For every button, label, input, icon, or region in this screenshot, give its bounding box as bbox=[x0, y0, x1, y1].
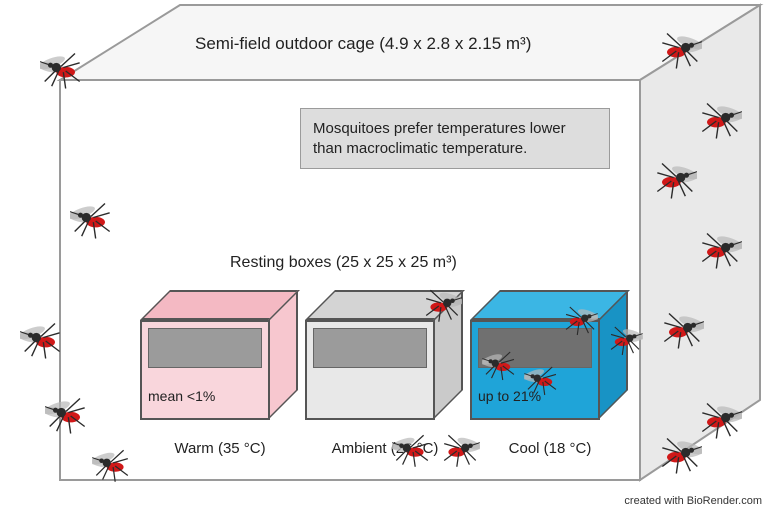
credit-text: created with BioRender.com bbox=[624, 495, 762, 507]
resting-box-ambient bbox=[305, 290, 435, 420]
mosquito-icon bbox=[700, 400, 742, 442]
caption-text: Mosquitoes prefer temperatures lower tha… bbox=[313, 120, 566, 157]
diagram-stage: Semi-field outdoor cage (4.9 x 2.8 x 2.1… bbox=[0, 0, 768, 509]
resting-boxes-title: Resting boxes (25 x 25 x 25 m³) bbox=[230, 254, 457, 272]
mosquito-icon bbox=[392, 432, 430, 470]
box-value-warm: mean <1% bbox=[148, 388, 215, 404]
mosquito-icon bbox=[442, 432, 480, 470]
resting-box-warm: mean <1% bbox=[140, 290, 270, 420]
mosquito-icon bbox=[424, 287, 462, 325]
box-label-cool: Cool (18 °C) bbox=[475, 440, 625, 457]
mosquito-icon bbox=[45, 395, 87, 437]
mosquito-icon bbox=[655, 160, 697, 202]
mosquito-icon bbox=[482, 349, 516, 383]
mosquito-icon bbox=[70, 200, 112, 242]
box-label-ambient: Ambient (26 °C) bbox=[310, 440, 460, 457]
cage-title: Semi-field outdoor cage (4.9 x 2.8 x 2.1… bbox=[195, 34, 531, 54]
mosquito-icon bbox=[660, 30, 702, 72]
mosquito-icon bbox=[92, 447, 130, 485]
mosquito-icon bbox=[40, 50, 82, 92]
mosquito-icon bbox=[524, 364, 558, 398]
box-label-warm: Warm (35 °C) bbox=[145, 440, 295, 457]
mosquito-icon bbox=[20, 320, 62, 362]
mosquito-icon bbox=[660, 435, 702, 477]
caption-box: Mosquitoes prefer temperatures lower tha… bbox=[300, 108, 610, 169]
mosquito-icon bbox=[609, 324, 643, 358]
mosquito-icon bbox=[564, 304, 598, 338]
mosquito-icon bbox=[662, 310, 704, 352]
mosquito-icon bbox=[700, 100, 742, 142]
mosquito-icon bbox=[700, 230, 742, 272]
